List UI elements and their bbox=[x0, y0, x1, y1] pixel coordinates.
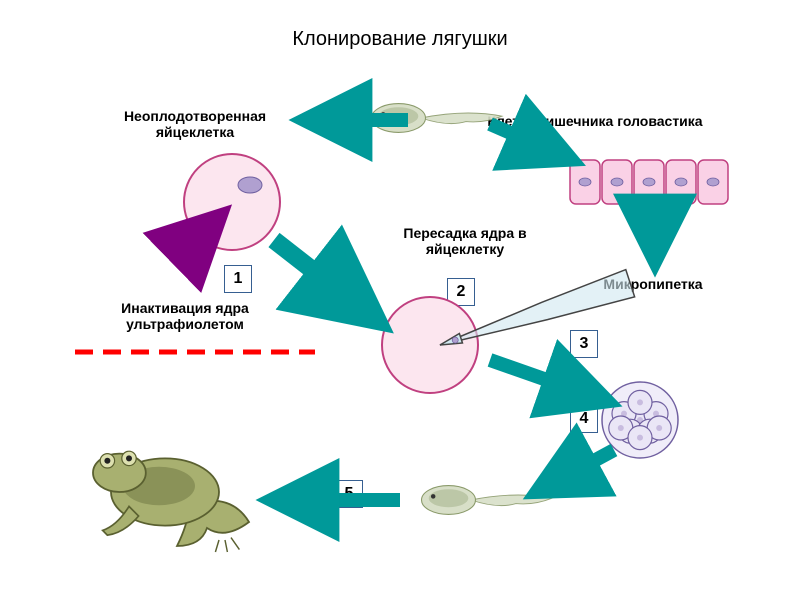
diagram-svg bbox=[0, 0, 800, 600]
